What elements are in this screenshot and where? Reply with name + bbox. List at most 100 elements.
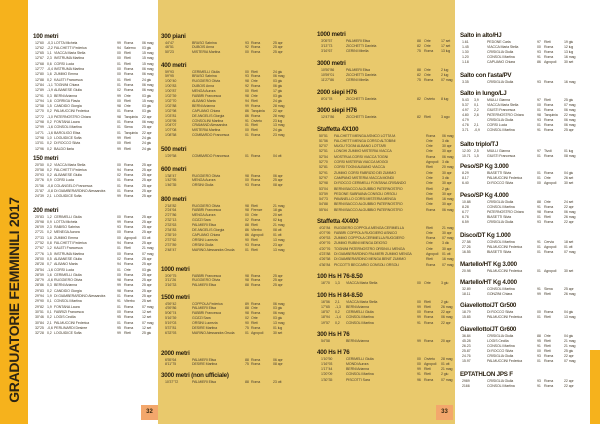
date-cell: 07 mag	[142, 320, 154, 325]
year-cell: 01	[537, 359, 541, 363]
date-cell: 24 set	[564, 199, 574, 204]
athlete-cell: CORSI Lucia	[54, 61, 74, 66]
date-cell: 28 mag	[441, 356, 453, 361]
date-cell: 08 apr	[273, 183, 283, 188]
place-cell: Roma	[124, 315, 134, 320]
mark-cell: 14"71	[35, 130, 44, 135]
team-cell: ZUMMO RUBINI MENGA DEIOSO	[334, 241, 388, 246]
wind-cell: 1,6	[47, 272, 52, 277]
mark-cell: 44"47	[165, 40, 174, 45]
section-title: Giavellotto/JT Gr600	[460, 326, 517, 333]
year-cell: 00	[417, 356, 421, 361]
athlete-cell: ZICCHETTI Daniela	[346, 72, 377, 77]
mark-cell: 54"58	[321, 338, 330, 343]
place-cell: Rieti	[251, 223, 258, 228]
year-cell: 75	[417, 49, 421, 54]
year-cell: 00	[537, 44, 541, 49]
date-cell: 06 mag	[564, 123, 576, 127]
date-cell: 16 mag	[442, 257, 454, 262]
year-cell: 00	[245, 213, 249, 218]
mark-cell: 32.89	[462, 286, 471, 291]
date-cell: 04 giu	[564, 309, 574, 314]
place-cell: Roma	[426, 262, 436, 267]
athlete-cell: CAPUANO Chiara	[487, 59, 515, 64]
date-cell: 06 mag	[142, 120, 154, 124]
athlete-cell: CONSOLINI Martina	[192, 118, 224, 123]
mark-cell: 6.77	[462, 209, 469, 214]
year-cell: 98	[245, 273, 249, 278]
place-cell: Roma	[424, 49, 434, 54]
athlete-cell: CONSOLI Martina	[487, 343, 515, 348]
mark-cell: 46"51	[165, 45, 174, 50]
year-cell: 93	[537, 378, 541, 383]
mark-cell: 18.11	[462, 291, 471, 296]
athlete-cell: MARINO Alessandra Orsola	[192, 247, 235, 252]
date-cell: 3 dic	[442, 241, 450, 246]
year-cell: 92	[245, 45, 249, 50]
year-cell: 98	[245, 278, 249, 283]
athlete-cell: BERNI Arianna	[346, 304, 369, 309]
year-cell: 75	[417, 78, 421, 83]
year-cell: 99	[417, 315, 421, 320]
mark-cell: 27.26	[462, 244, 471, 249]
date-cell: 25 giu	[564, 97, 574, 102]
mark-cell: 12"70	[35, 109, 44, 114]
mark-cell: 29"83	[35, 288, 44, 293]
mark-cell: 4'59"42	[165, 301, 177, 306]
athlete-cell: FALCHETTI Federica	[54, 45, 87, 50]
place-cell: Orte	[251, 306, 258, 311]
athlete-cell: VIACCA Maria Stella	[487, 44, 519, 49]
date-cell: 04 ott	[273, 153, 282, 158]
team-cell: RUGGIERO COPPOLA MENGA CERIMELLA	[334, 225, 404, 230]
athlete-cell: FALCHETTI Federica	[54, 241, 87, 245]
mark-cell: 53"59	[319, 191, 328, 196]
date-cell: 28 mag	[273, 113, 285, 118]
date-cell: 06 mag	[442, 133, 454, 138]
place-cell: Roma	[544, 219, 554, 224]
place-cell: Rieti	[426, 225, 433, 230]
place-cell: Roma	[251, 178, 261, 183]
place-cell: Roma	[251, 301, 261, 306]
place-cell: Roma	[124, 283, 134, 288]
athlete-cell: ZUMMO Emma	[54, 235, 78, 240]
team-cell: ZUMMO COPPOLA CERIMELLA RUGGIERO	[334, 236, 405, 241]
athlete-cell: INSTRUMA Martina	[54, 56, 84, 61]
date-cell: 22 apr	[564, 383, 574, 388]
athlete-cell: CAPUANO Chiara	[192, 108, 220, 113]
mark-cell: 32"25	[35, 325, 44, 330]
athlete-cell: PALMIERI Elisa	[192, 306, 216, 311]
place-cell: Roma	[124, 173, 134, 178]
mark-cell: 12"96	[35, 146, 44, 151]
athlete-cell: GIUSTI Francesca	[487, 153, 516, 158]
wind-cell: 1,2	[47, 246, 52, 251]
athlete-cell: ALBANESE Giulia	[54, 173, 82, 178]
athlete-cell: GOZZI Sara	[192, 218, 211, 223]
mark-cell: 1'03"81	[165, 113, 177, 118]
date-cell: 25 apr	[142, 262, 152, 267]
year-cell: 00	[117, 51, 121, 56]
mark-cell: 29"94	[35, 294, 44, 298]
date-cell: 19 giu	[564, 39, 574, 44]
mark-cell: 6.76	[462, 214, 469, 219]
date-cell: 08 apr	[273, 362, 283, 367]
date-cell: 06 mag	[564, 117, 576, 122]
mark-cell: 28"28	[35, 262, 44, 267]
date-cell: 01 ott	[442, 252, 451, 256]
wind-cell: -1,6	[47, 267, 53, 272]
athlete-cell: CRISIGLIA Giulia	[487, 219, 514, 224]
mark-cell: 4'09"53	[319, 236, 331, 241]
place-cell: Roma	[124, 162, 134, 167]
mark-cell: 1'03"95	[165, 118, 177, 123]
athlete-cell: VIACCA Maria Stella	[487, 102, 519, 107]
year-cell: 00	[117, 272, 121, 277]
date-cell: 3 dic	[442, 138, 450, 143]
date-cell: 25 apr	[142, 272, 152, 277]
wind-cell: -0,4	[47, 67, 53, 71]
place-cell: Orte	[251, 79, 258, 84]
mark-cell: 12"89	[35, 88, 44, 93]
year-cell: 01	[117, 77, 121, 82]
wind-cell: 1,6	[47, 98, 52, 103]
wind-cell: 0,2	[47, 109, 52, 114]
year-cell: 98	[117, 278, 121, 283]
date-cell: 03 giu	[142, 109, 152, 114]
